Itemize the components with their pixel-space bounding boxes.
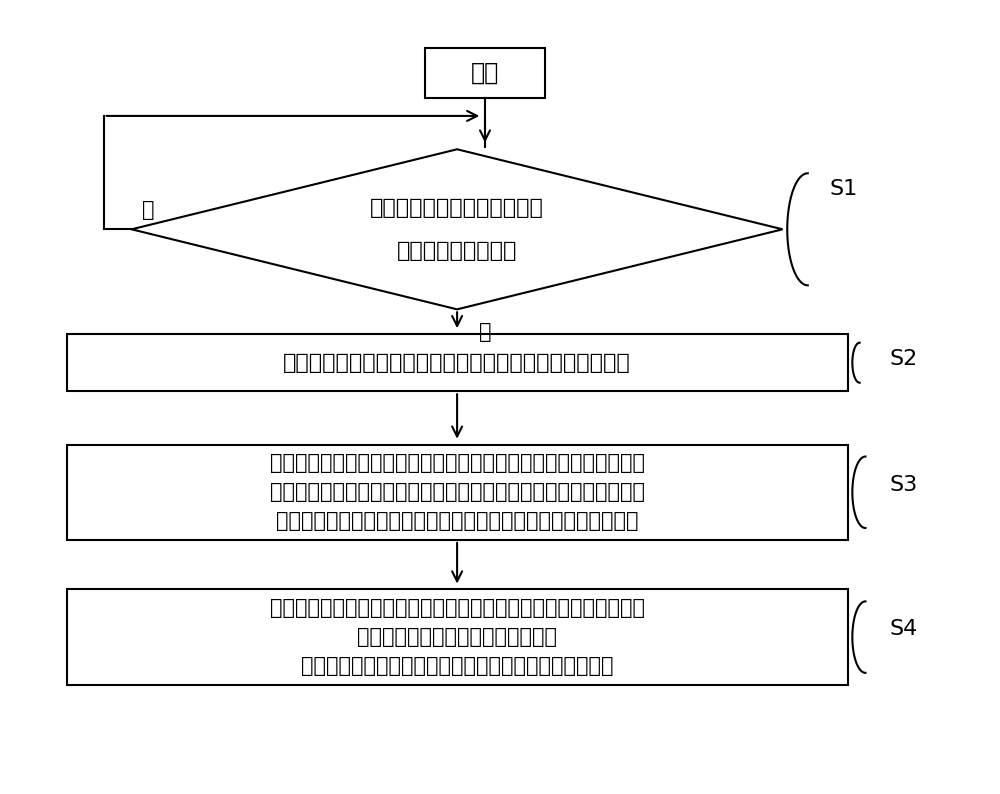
Text: 在所述弱混合动力系统正式进入所述电压控制模式之前或之后，获取: 在所述弱混合动力系统正式进入所述电压控制模式之前或之后，获取: [270, 453, 645, 473]
Text: 开始: 开始: [471, 61, 499, 85]
Polygon shape: [132, 149, 783, 310]
Text: S4: S4: [890, 619, 918, 639]
Text: 是: 是: [479, 322, 491, 342]
Text: 述目标工作电流产生包括电机的目标工作电压在内的相关控制参数: 述目标工作电流产生包括电机的目标工作电压在内的相关控制参数: [276, 511, 638, 531]
Text: 所述混合动力系统的电机根据所述相关控制参数实时调整所输出的扭: 所述混合动力系统的电机根据所述相关控制参数实时调整所输出的扭: [270, 598, 645, 619]
FancyBboxPatch shape: [425, 48, 545, 98]
Text: 否: 否: [142, 200, 154, 220]
FancyBboxPatch shape: [66, 445, 848, 540]
Text: S3: S3: [890, 475, 918, 495]
Text: ，以使得所述电池的实际工作电流达到所述目标工作电流: ，以使得所述电池的实际工作电流达到所述目标工作电流: [301, 656, 613, 676]
Text: 矩并稳定工作在所述电压控制模式下: 矩并稳定工作在所述电压控制模式下: [357, 627, 557, 647]
FancyBboxPatch shape: [66, 589, 848, 684]
Text: S2: S2: [890, 349, 918, 369]
FancyBboxPatch shape: [66, 334, 848, 391]
Text: 是否处于特殊工况？: 是否处于特殊工况？: [397, 241, 517, 260]
Text: S1: S1: [829, 179, 857, 199]
Text: 判断所述弱混合动力系统当前: 判断所述弱混合动力系统当前: [370, 198, 544, 218]
Text: 将所述弱混合动力系统的电机控制模式切换为电压控制模式: 将所述弱混合动力系统的电机控制模式切换为电压控制模式: [283, 353, 631, 372]
Text: 所述混合动力系统的电池在所述特殊工况的目标工作电流，并根据所: 所述混合动力系统的电池在所述特殊工况的目标工作电流，并根据所: [270, 482, 645, 503]
